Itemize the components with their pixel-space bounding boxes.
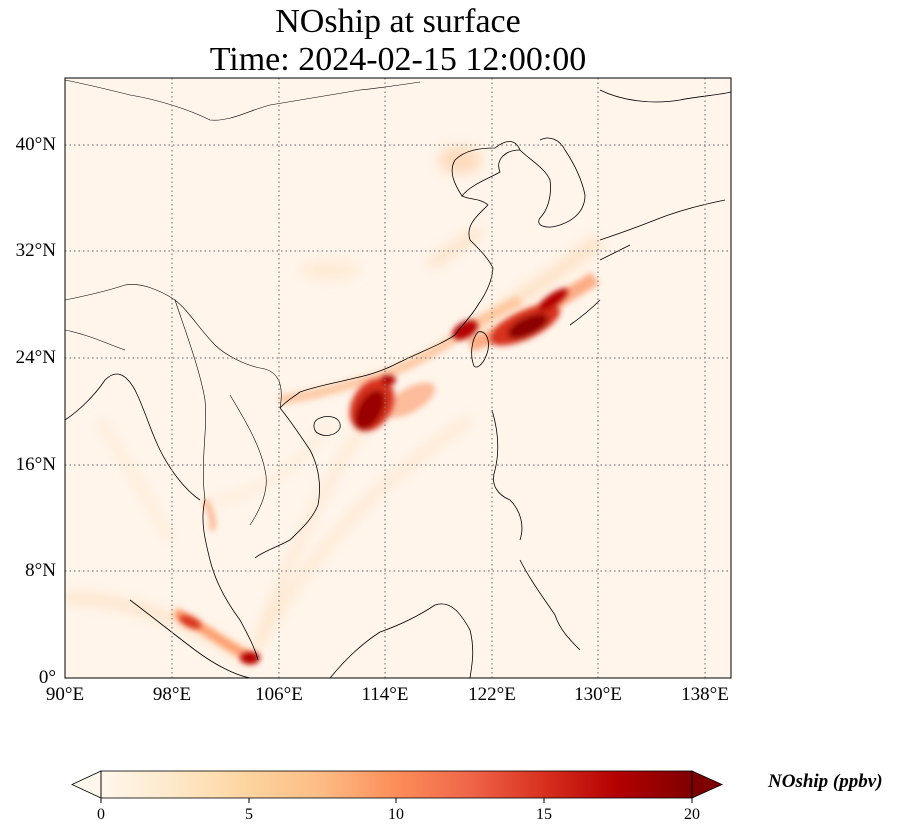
- lon-tick-label: 98°E: [152, 684, 192, 705]
- lat-tick-label: 40°N: [15, 134, 56, 155]
- lon-tick-label: 90°E: [45, 684, 85, 705]
- map-frame: [64, 77, 732, 679]
- gridlines: [65, 78, 731, 678]
- lon-tick-label: 106°E: [255, 684, 303, 705]
- lat-tick-label: 16°N: [15, 454, 56, 475]
- colorbar-gradient: [101, 771, 692, 798]
- lat-tick-label: 32°N: [15, 240, 56, 261]
- map-title: NOship at surface: [275, 3, 521, 40]
- colorbar-tick-label: 20: [684, 806, 700, 823]
- concentration-field: [65, 146, 605, 665]
- colorbar-extend-low: [71, 770, 102, 799]
- map-background: [65, 78, 731, 678]
- lat-tick-label: 8°N: [25, 560, 56, 581]
- lon-tick-label: 122°E: [468, 684, 516, 705]
- lon-tick-label: 138°E: [681, 684, 729, 705]
- lat-tick-label: 0°: [38, 667, 56, 688]
- colorbar-label: NOship (ppbv): [768, 771, 883, 792]
- colorbar-tick-label: 10: [388, 806, 404, 823]
- colorbar-extend-high: [691, 770, 723, 799]
- colorbar: [71, 770, 723, 803]
- colorbar-tick-label: 15: [536, 806, 552, 823]
- colorbar-tick-label: 0: [97, 806, 105, 823]
- colorbar-tick-label: 5: [245, 806, 253, 823]
- map-subtitle: Time: 2024-02-15 12:00:00: [209, 41, 587, 78]
- lon-tick-label: 130°E: [574, 684, 622, 705]
- lat-tick-label: 24°N: [15, 347, 56, 368]
- lon-tick-label: 114°E: [361, 684, 409, 705]
